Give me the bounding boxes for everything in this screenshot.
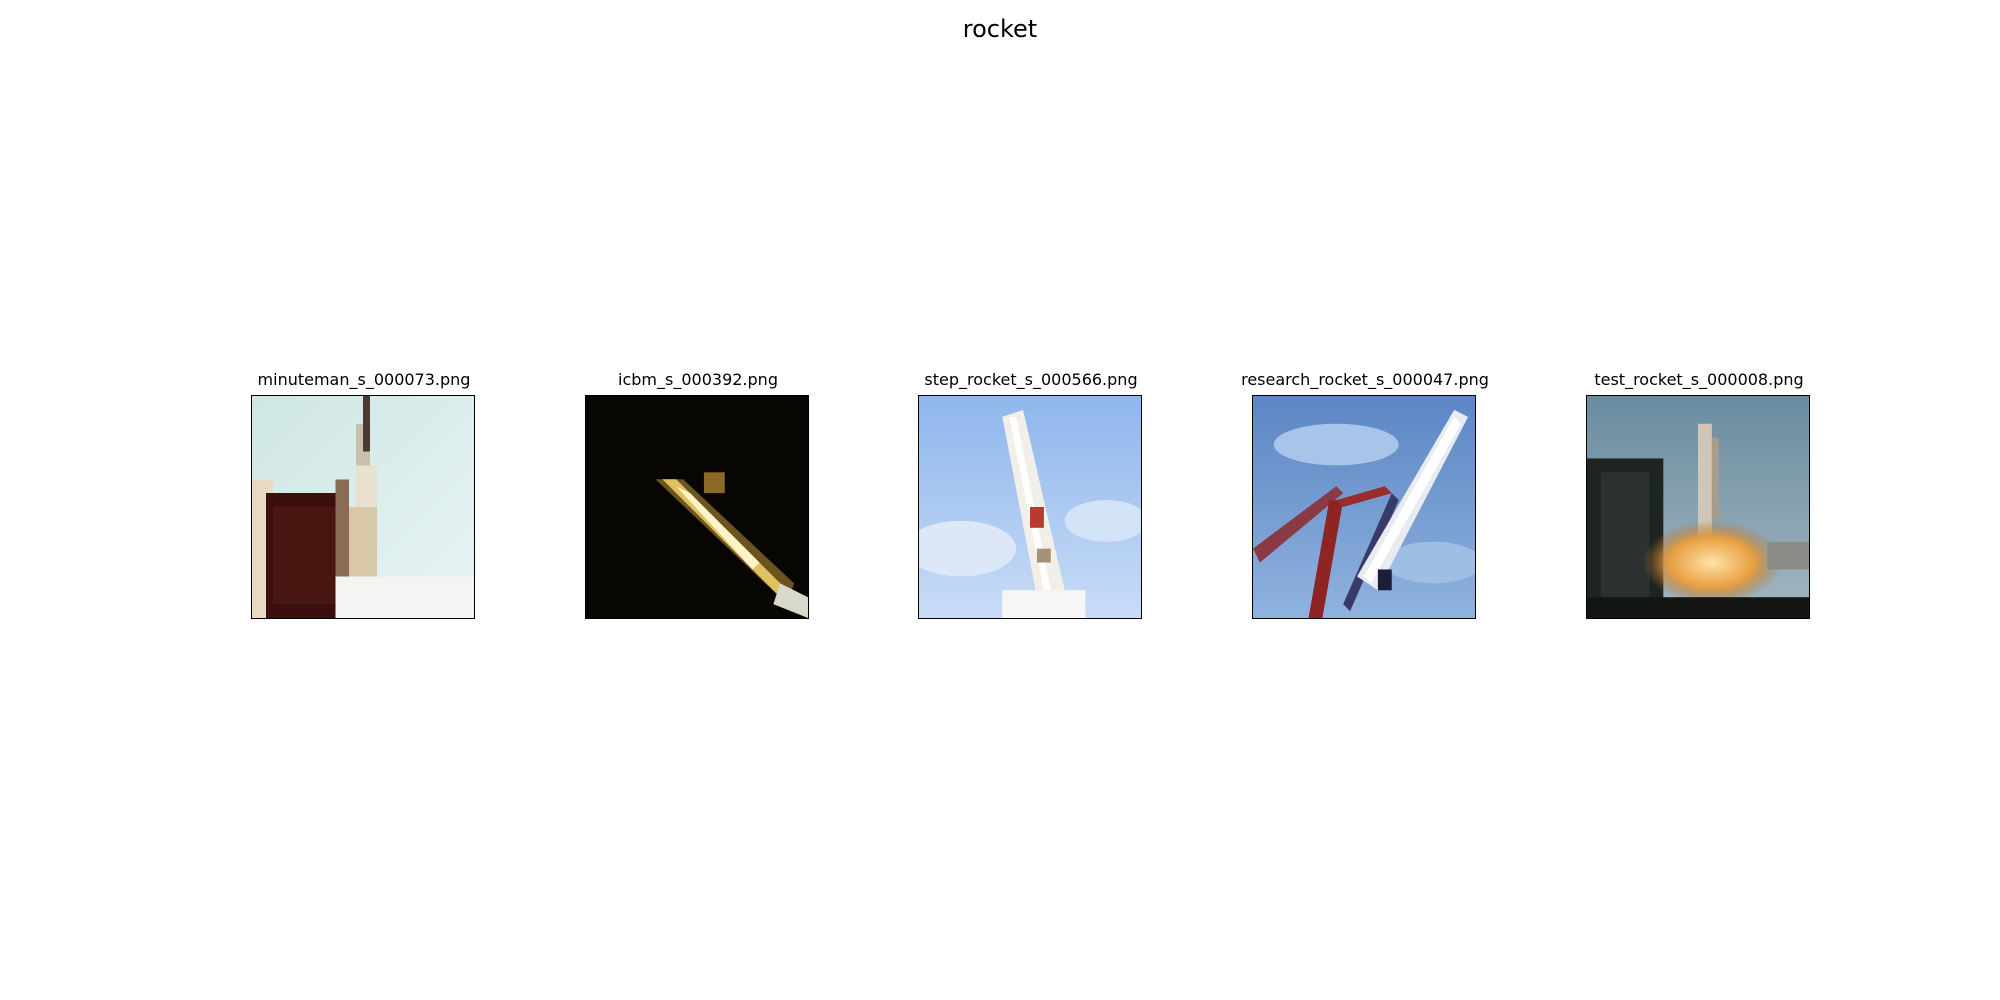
rocket-thumbnail [251,395,475,619]
rocket-thumbnail [918,395,1142,619]
rocket-thumbnail [1586,395,1810,619]
rocket-thumbnail [1252,395,1476,619]
image-filename: minuteman_s_000073.png [257,370,471,389]
rocket-thumbnail [585,395,809,619]
image-filename: icbm_s_000392.png [618,370,778,389]
image-filename: research_rocket_s_000047.png [1241,370,1489,389]
image-filename: test_rocket_s_000008.png [1594,370,1804,389]
figure-title: rocket [962,15,1038,43]
image-filename: step_rocket_s_000566.png [924,370,1138,389]
